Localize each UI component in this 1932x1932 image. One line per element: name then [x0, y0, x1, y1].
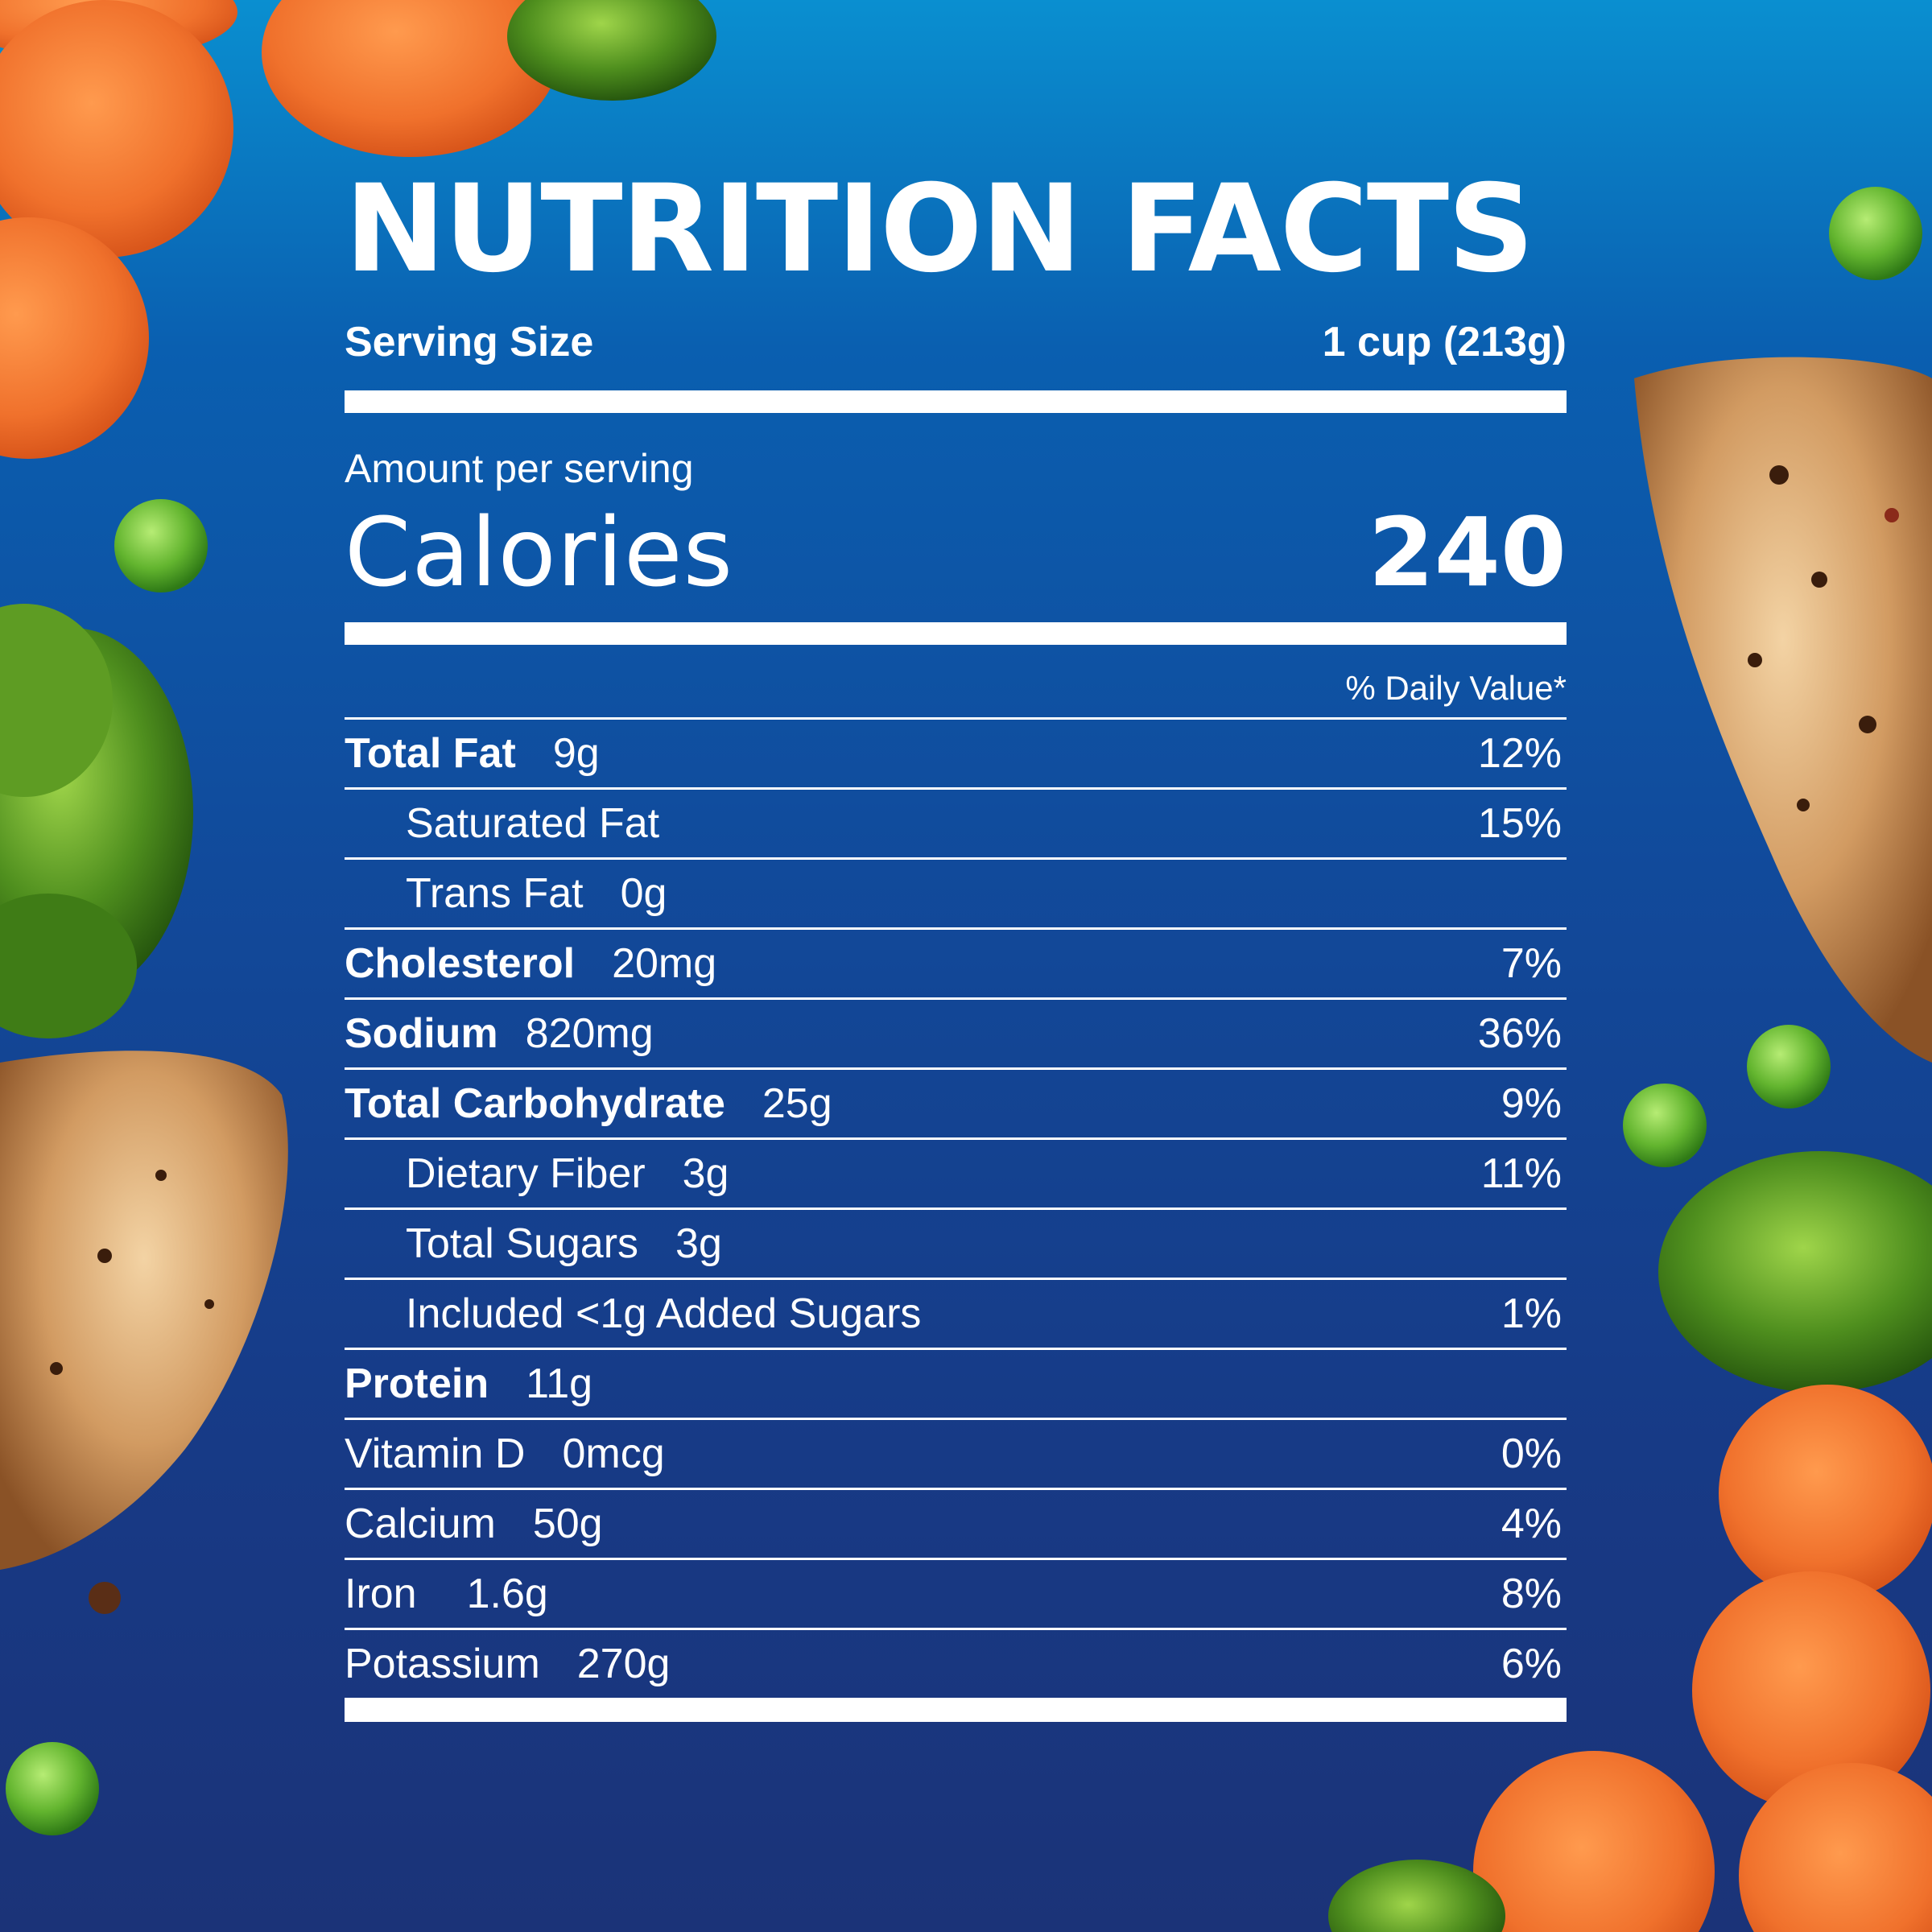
pea-icon [114, 499, 208, 592]
nutrient-daily-value: 9% [1501, 1080, 1562, 1127]
nutrient-daily-value: 7% [1501, 940, 1562, 987]
daily-value-header: % Daily Value* [1345, 669, 1567, 707]
nutrient-amount: 0mcg [562, 1430, 665, 1477]
divider-thick [345, 390, 1567, 413]
nutrient-amount: 3g [682, 1150, 729, 1197]
nutrient-amount: 820mg [525, 1010, 654, 1057]
nutrient-name: Total Carbohydrate [345, 1080, 725, 1127]
nutrient-amount: 50g [532, 1501, 603, 1547]
nutrient-row-total-sugars: Total Sugars 3g [345, 1208, 1567, 1278]
nutrient-name: Included <1g Added Sugars [406, 1290, 922, 1337]
nutrient-amount: 20mg [612, 940, 717, 987]
broccoli-icon [507, 0, 716, 101]
pea-icon [1747, 1025, 1831, 1108]
serving-size-value: 1 cup (213g) [1322, 319, 1567, 365]
divider-thick [345, 1698, 1567, 1722]
divider-thick [345, 622, 1567, 645]
nutrient-name: Saturated Fat [406, 800, 660, 847]
nutrient-name: Iron [345, 1571, 417, 1617]
peppercorn-icon [89, 1582, 121, 1614]
nutrient-amount: 25g [762, 1080, 832, 1127]
nutrient-row-iron: Iron 1.6g 8% [345, 1558, 1567, 1628]
chicken-icon [0, 1051, 288, 1570]
carrot-slice-icon [0, 0, 559, 459]
nutrient-row-added-sugars: Included <1g Added Sugars 1% [345, 1278, 1567, 1348]
broccoli-icon [1658, 1151, 1932, 1393]
carrot-slice-icon [1473, 1385, 1932, 1932]
nutrient-name: Calcium [345, 1501, 496, 1547]
calories-label: Calories [345, 497, 734, 608]
nutrient-amount: 3g [675, 1220, 722, 1267]
pea-icon [1623, 1084, 1707, 1167]
nutrient-row-dietary-fiber: Dietary Fiber 3g 11% [345, 1137, 1567, 1208]
nutrient-row-potassium: Potassium 270g 6% [345, 1628, 1567, 1698]
nutrient-row-total-fat: Total Fat 9g 12% [345, 717, 1567, 787]
nutrient-amount: 11g [526, 1360, 593, 1407]
nutrient-amount: 270g [576, 1641, 671, 1687]
nutrient-name: Sodium [345, 1010, 498, 1057]
broccoli-icon [1328, 1860, 1505, 1932]
nutrient-name: Vitamin D [345, 1430, 526, 1477]
page-title: NUTRITION FACTS [345, 159, 1534, 299]
serving-size-row: Serving Size 1 cup (213g) [345, 318, 1567, 366]
nutrient-row-saturated-fat: Saturated Fat 15% [345, 787, 1567, 857]
nutrient-name: Protein [345, 1360, 489, 1407]
nutrient-daily-value: 1% [1501, 1290, 1562, 1337]
nutrient-daily-value: 8% [1501, 1571, 1562, 1617]
amount-per-serving: Amount per serving [345, 446, 694, 491]
serving-size-label: Serving Size [345, 319, 594, 365]
nutrient-daily-value: 6% [1501, 1641, 1562, 1687]
nutrient-name: Trans Fat [406, 870, 584, 917]
nutrient-amount: 0g [620, 870, 667, 917]
pea-icon [1829, 187, 1922, 280]
nutrient-daily-value: 11% [1480, 1150, 1562, 1197]
nutrient-table: Total Fat 9g 12% Saturated Fat 15% Trans … [345, 717, 1567, 1698]
calories-row: Calories 240 [345, 492, 1567, 613]
nutrient-daily-value: 15% [1477, 800, 1562, 847]
nutrient-daily-value: 4% [1501, 1501, 1562, 1547]
nutrient-row-sodium: Sodium 820mg 36% [345, 997, 1567, 1067]
pea-icon [6, 1742, 99, 1835]
nutrient-amount: 9g [552, 730, 600, 777]
nutrient-name: Dietary Fiber [406, 1150, 646, 1197]
calories-value: 240 [1368, 497, 1567, 608]
nutrient-name: Total Fat [345, 730, 516, 777]
nutrient-row-trans-fat: Trans Fat 0g [345, 857, 1567, 927]
chicken-icon [1634, 357, 1932, 1063]
nutrient-row-vitamin-d: Vitamin D 0mcg 0% [345, 1418, 1567, 1488]
nutrient-name: Cholesterol [345, 940, 576, 987]
nutrient-name: Potassium [345, 1641, 540, 1687]
nutrient-daily-value: 12% [1477, 730, 1562, 777]
nutrient-row-calcium: Calcium 50g 4% [345, 1488, 1567, 1558]
nutrient-daily-value: 0% [1501, 1430, 1562, 1477]
nutrient-row-total-carbohydrate: Total Carbohydrate 25g 9% [345, 1067, 1567, 1137]
nutrient-daily-value: 36% [1477, 1010, 1562, 1057]
nutrient-row-cholesterol: Cholesterol 20mg 7% [345, 927, 1567, 997]
nutrient-amount: 1.6g [466, 1571, 548, 1617]
nutrition-facts-label: NUTRITION FACTS Serving Size 1 cup (213g… [345, 169, 1567, 1722]
nutrient-name: Total Sugars [406, 1220, 639, 1267]
nutrient-row-protein: Protein 11g [345, 1348, 1567, 1418]
broccoli-icon [0, 604, 193, 1038]
